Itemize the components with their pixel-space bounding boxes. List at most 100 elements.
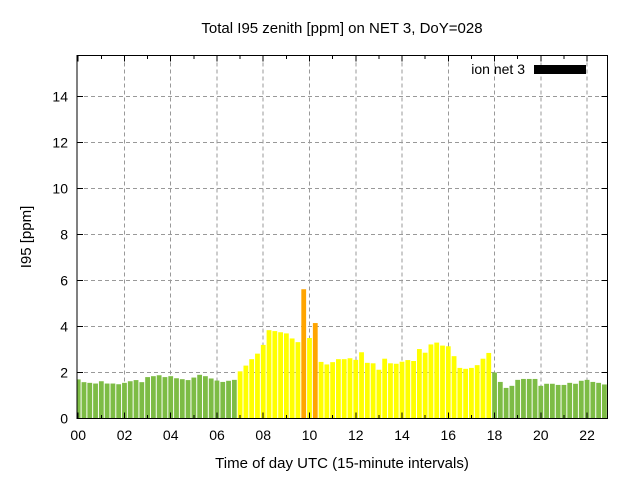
chart-title: Total I95 zenith [ppm] on NET 3, DoY=028 bbox=[201, 20, 482, 37]
bar-series bbox=[77, 289, 607, 419]
bar bbox=[370, 363, 376, 419]
bar bbox=[353, 359, 359, 419]
bar bbox=[110, 383, 116, 419]
bar bbox=[492, 372, 497, 419]
bar bbox=[561, 384, 567, 419]
y-tick-labels: 0 2 4 6 8 10 12 14 bbox=[52, 89, 68, 427]
bar bbox=[521, 378, 526, 419]
bar bbox=[77, 379, 81, 419]
bar bbox=[191, 377, 197, 419]
bar bbox=[474, 365, 480, 419]
bar bbox=[532, 378, 538, 419]
bar bbox=[469, 367, 474, 419]
bar bbox=[116, 384, 122, 419]
legend-label: ion net 3 bbox=[471, 61, 525, 77]
x-tick-label: 20 bbox=[533, 427, 549, 443]
bar bbox=[434, 342, 440, 419]
x-tick-label: 16 bbox=[441, 427, 457, 443]
x-axis-label: Time of day UTC (15-minute intervals) bbox=[215, 455, 469, 472]
bar bbox=[428, 344, 434, 419]
bar bbox=[203, 376, 208, 419]
bar bbox=[596, 382, 602, 419]
bar bbox=[578, 380, 584, 419]
legend-swatch bbox=[534, 65, 586, 74]
bar bbox=[341, 359, 347, 419]
bar bbox=[231, 379, 237, 419]
bar bbox=[347, 358, 353, 419]
bar bbox=[503, 387, 509, 419]
bar bbox=[486, 352, 492, 419]
bar bbox=[208, 378, 214, 419]
x-tick-label: 10 bbox=[302, 427, 318, 443]
bar bbox=[457, 367, 463, 419]
bar bbox=[139, 382, 145, 419]
y-axis-label: I95 [ppm] bbox=[18, 206, 35, 269]
x-tick-label: 06 bbox=[209, 427, 225, 443]
bar bbox=[214, 380, 220, 419]
x-tick-label: 00 bbox=[70, 427, 86, 443]
bar bbox=[104, 383, 110, 419]
bar bbox=[544, 383, 549, 419]
x-tick-label: 14 bbox=[394, 427, 410, 443]
bar bbox=[422, 352, 428, 419]
y-tick-label: 2 bbox=[60, 365, 68, 381]
bar bbox=[156, 375, 162, 419]
bar bbox=[243, 365, 249, 419]
plot-frame bbox=[76, 55, 608, 419]
x-tick-label: 18 bbox=[487, 427, 503, 443]
bar bbox=[549, 383, 555, 419]
y-tick-label: 4 bbox=[60, 319, 68, 335]
y-tick-label: 10 bbox=[52, 181, 68, 197]
bar bbox=[515, 379, 521, 419]
bar bbox=[237, 371, 243, 419]
bar bbox=[179, 379, 185, 419]
bar bbox=[538, 385, 544, 419]
bar bbox=[289, 338, 295, 419]
bar bbox=[162, 377, 168, 419]
bar bbox=[445, 346, 451, 419]
bar bbox=[255, 353, 260, 419]
axis-ticks bbox=[77, 55, 608, 419]
bar bbox=[411, 361, 416, 419]
bar bbox=[318, 361, 324, 419]
bar bbox=[220, 381, 226, 419]
bar bbox=[260, 344, 266, 419]
bar bbox=[416, 349, 422, 419]
x-tick-labels: 00 02 04 06 08 10 12 14 16 18 20 22 bbox=[70, 427, 595, 443]
bar bbox=[87, 382, 93, 419]
bar bbox=[399, 361, 405, 419]
bar bbox=[330, 362, 336, 419]
bar bbox=[283, 333, 289, 419]
bar bbox=[81, 382, 87, 419]
bar bbox=[278, 332, 283, 419]
y-tick-label: 0 bbox=[60, 411, 68, 427]
bar bbox=[127, 381, 133, 419]
bar bbox=[93, 383, 98, 419]
bar bbox=[388, 363, 393, 419]
x-tick-label: 04 bbox=[163, 427, 179, 443]
bar bbox=[393, 363, 399, 419]
bar bbox=[150, 376, 156, 419]
bar bbox=[174, 378, 179, 419]
bar bbox=[249, 359, 255, 419]
y-tick-label: 6 bbox=[60, 273, 68, 289]
bar bbox=[336, 359, 341, 419]
bar bbox=[405, 360, 411, 419]
bar bbox=[376, 369, 382, 419]
x-tick-label: 08 bbox=[255, 427, 271, 443]
bar bbox=[584, 379, 590, 419]
x-tick-label: 02 bbox=[117, 427, 133, 443]
bar bbox=[226, 380, 231, 419]
bar bbox=[497, 381, 503, 419]
bar bbox=[590, 381, 596, 419]
bar bbox=[98, 381, 104, 419]
bar bbox=[573, 383, 578, 419]
legend: ion net 3 bbox=[471, 61, 586, 77]
bar bbox=[364, 362, 370, 419]
bar bbox=[197, 374, 203, 419]
bar bbox=[312, 323, 318, 419]
bar bbox=[145, 377, 150, 419]
bar bbox=[168, 376, 174, 419]
bar bbox=[133, 380, 139, 419]
bar bbox=[122, 382, 127, 419]
